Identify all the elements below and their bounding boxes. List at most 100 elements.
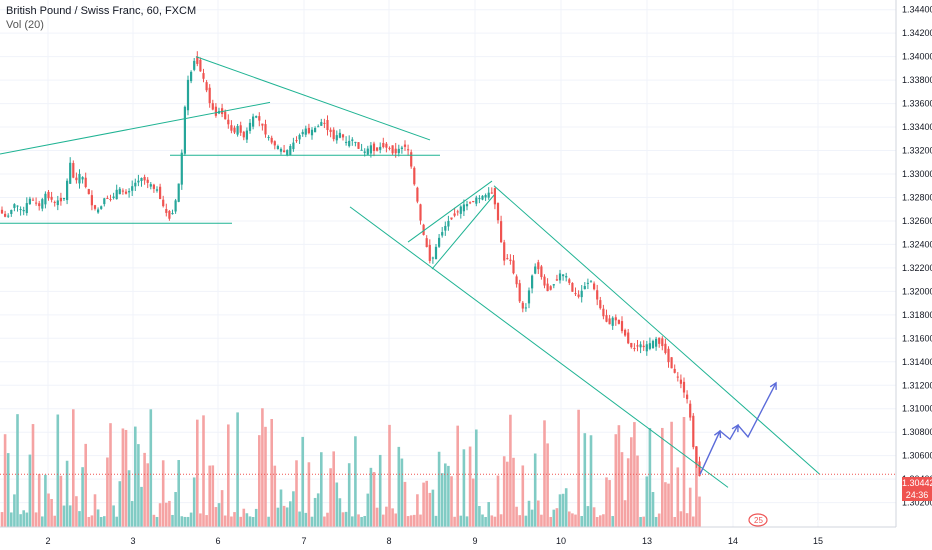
candle-body [162,199,165,207]
volume-bar [375,507,379,527]
candle-body [329,129,332,132]
candle-body [422,224,425,235]
volume-bar [254,508,258,527]
candle-body [87,189,90,195]
candle-body [227,119,230,125]
volume-bar [540,514,543,527]
volume-bar [177,460,180,527]
volume-bar [630,437,633,527]
time-tick-label: 13 [642,536,652,546]
current-price-tag: 1.30442 [902,477,932,489]
candle-body [586,282,589,284]
candle-body [22,210,25,212]
price-tick-label: 1.33600 [902,99,932,109]
price-tick-label: 1.33000 [902,169,932,179]
candle-body [289,146,292,156]
candle-body [549,286,552,290]
candle-body [261,123,264,126]
volume-bar [0,512,4,527]
candle-body [682,381,686,393]
candle-body [698,461,701,477]
candle-body [38,203,41,207]
candle-body [267,136,270,138]
volume-bar [645,476,649,527]
candle-body [428,244,431,261]
volume-bar [72,409,75,527]
candle-body [186,79,190,111]
candle-body [28,198,31,205]
candle-body [416,187,419,202]
candle-body [571,282,574,292]
volume-bar [93,494,97,527]
candle-body [608,318,611,325]
candle-body [239,125,242,133]
candle-body [47,191,50,199]
candle-body [205,82,208,91]
volume-bar [636,455,639,527]
volume-bar [214,507,218,527]
projection-arrowhead [731,423,739,433]
volume-bar [267,516,270,527]
volume-bar [555,508,559,527]
time-tick-label: 8 [386,536,391,546]
candle-body [270,137,273,143]
volume-indicator-label[interactable]: Vol (20) [6,19,44,31]
volume-bar [499,514,503,527]
volume-bar [468,446,472,527]
volume-bar [161,460,165,527]
candle-body [351,139,354,141]
volume-bar [155,516,159,527]
volume-bar [192,477,196,527]
candle-body [617,319,620,324]
volume-bar [648,428,652,527]
symbol-title[interactable]: British Pound / Swiss Franc, 60, FXCM [6,5,197,17]
candle-body [314,127,317,133]
logo-icon[interactable]: 25 [748,512,768,528]
candle-body [369,145,372,154]
time-tick-label: 2 [45,536,50,546]
candle-body [534,266,537,274]
candle-body [338,132,341,138]
candle-body [490,192,493,194]
candle-body [10,209,13,214]
volume-bar [453,516,456,527]
candle-body [438,237,441,247]
volume-bar [53,515,56,527]
candle-body [614,317,617,321]
price-tick-label: 1.30600 [902,451,932,461]
volume-bar [270,418,273,527]
volume-bar [313,497,317,527]
volume-bar [394,513,397,527]
volume-bar [68,505,72,527]
candle-body [236,126,239,135]
volume-bar [676,467,680,527]
candle-body [341,134,345,138]
volume-bar [599,515,602,527]
volume-bar [149,409,153,527]
volume-bar [537,500,540,527]
candle-body [611,317,614,326]
volume-bar [276,507,280,527]
time-axis[interactable]: 2 3 6 7 8 9 10 13 14 15 [45,536,823,546]
volume-bar [285,507,289,527]
volume-bar [506,461,509,527]
candle-body [444,225,447,231]
candle-body [193,60,196,70]
candle-body [472,200,475,202]
volume-bar [19,514,22,527]
volume-bar [459,515,463,527]
volume-bar [391,508,394,527]
candle-body [301,131,304,135]
volume-bar [65,460,69,527]
volume-bar [34,512,38,527]
candle-body [304,128,307,135]
volume-bar [62,505,66,527]
candle-body [137,180,140,183]
volume-bar [44,474,47,527]
volume-bar [143,452,146,527]
candle-body [345,141,348,143]
volume-bar [84,443,87,527]
candle-body [84,177,87,187]
candle-body [605,315,608,322]
